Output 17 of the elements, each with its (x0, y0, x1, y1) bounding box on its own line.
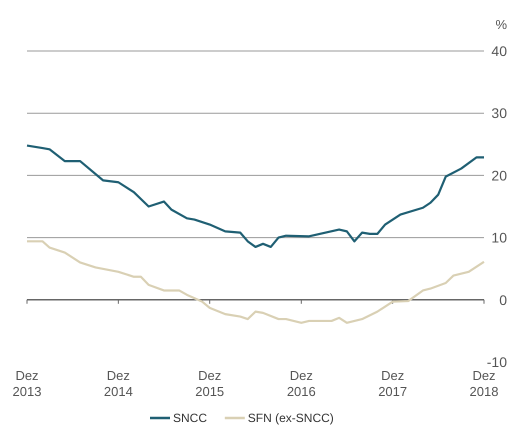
y-tick-label: 0 (499, 292, 508, 308)
y-tick-label: 40 (491, 43, 508, 59)
y-axis-title: % (495, 17, 508, 32)
x-tick-label: Dez 2014 (104, 368, 133, 399)
line-series (26, 144, 486, 248)
x-tick-label: Dez 2013 (12, 368, 42, 399)
line-series (26, 240, 486, 324)
y-tick-label: -10 (486, 354, 508, 370)
x-tick-label: Dez 2017 (378, 368, 408, 399)
legend-label: SNCC (173, 411, 208, 425)
legend-label: SFN (ex-SNCC) (248, 411, 334, 425)
x-tick-label: Dez 2016 (286, 368, 316, 399)
y-tick-label: 20 (491, 167, 508, 184)
x-tick-label: Dez 2015 (195, 368, 224, 399)
y-tick-label: 10 (491, 230, 508, 246)
x-tick-label: Dez 2018 (470, 368, 498, 399)
y-tick-label: 30 (491, 105, 508, 122)
